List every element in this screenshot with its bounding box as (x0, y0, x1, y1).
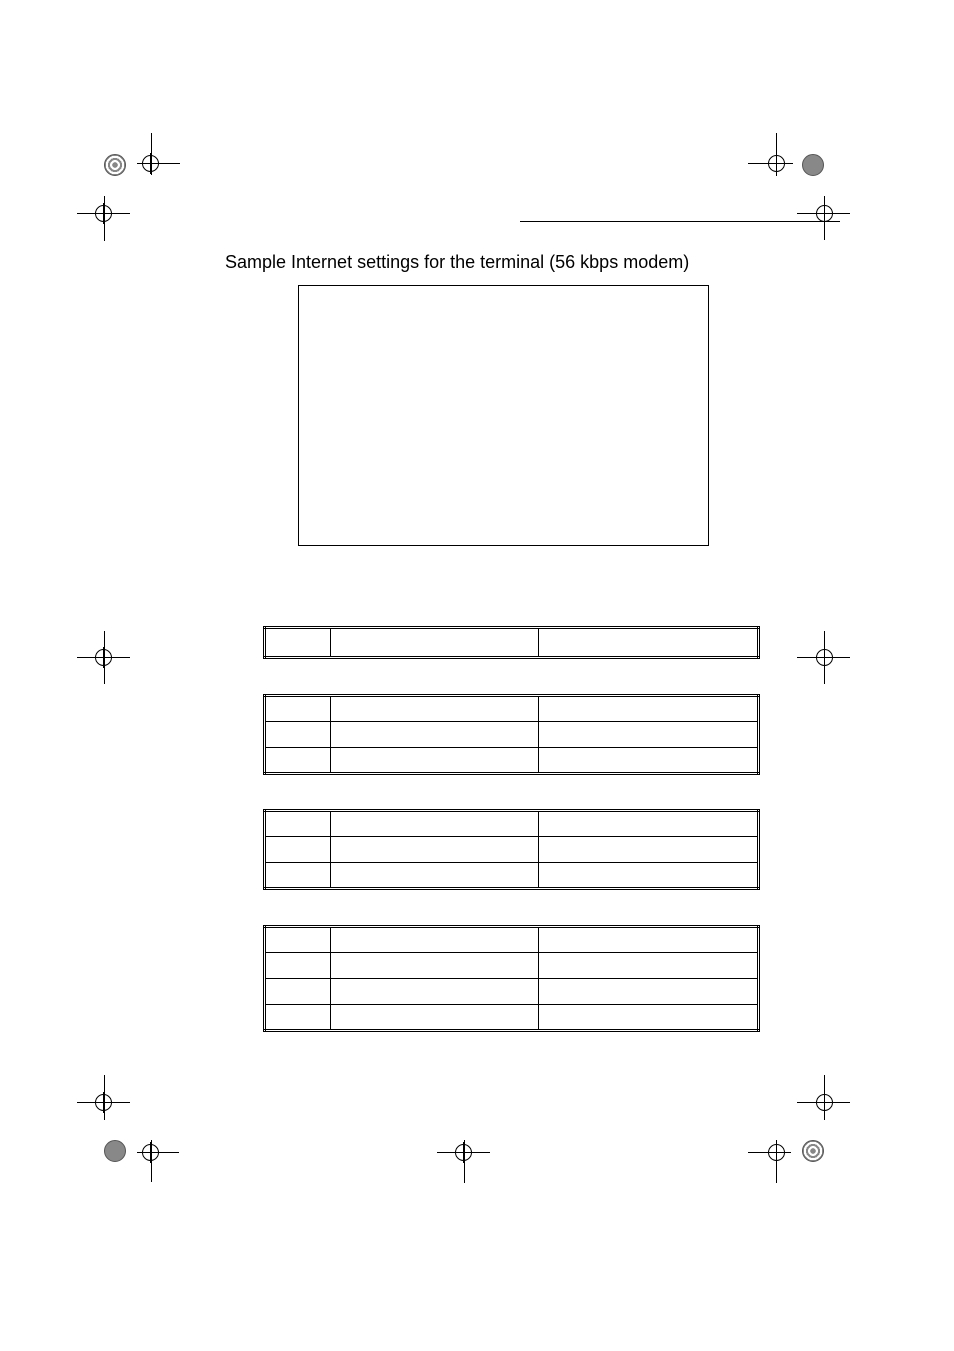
table-cell (331, 927, 539, 953)
settings-screenshot-placeholder (298, 285, 709, 546)
cropmark-target (95, 205, 112, 222)
page-title: Sample Internet settings for the termina… (225, 252, 689, 273)
table-cell (331, 696, 539, 722)
table-cell (331, 863, 539, 889)
table-cell (539, 953, 759, 979)
settings-table-1 (263, 626, 760, 659)
table-cell (265, 927, 331, 953)
table-cell (331, 979, 539, 1005)
table-cell (331, 1005, 539, 1031)
table-cell (265, 1005, 331, 1031)
table-cell (539, 811, 759, 837)
cropmark-target (768, 1144, 785, 1161)
table-cell (331, 748, 539, 774)
table-cell (265, 748, 331, 774)
cropmark-target (95, 649, 112, 666)
cropmark-target (816, 1094, 833, 1111)
table-cell (331, 811, 539, 837)
table-cell (265, 837, 331, 863)
table-cell (265, 979, 331, 1005)
cropmark-circle (104, 1140, 126, 1162)
table-cell (331, 722, 539, 748)
cropmark-target (455, 1144, 472, 1161)
table-cell (539, 1005, 759, 1031)
settings-table-4 (263, 925, 760, 1032)
table-cell (331, 953, 539, 979)
table-cell (539, 927, 759, 953)
settings-table-3 (263, 809, 760, 890)
cropmark-target (95, 1094, 112, 1111)
table-cell (265, 811, 331, 837)
cropmark-circle (802, 1140, 824, 1162)
table-cell (539, 748, 759, 774)
cropmark-circle (104, 154, 126, 176)
table-cell (265, 722, 331, 748)
cropmark-target (816, 205, 833, 222)
cropmark-target (142, 1144, 159, 1161)
table-cell (539, 837, 759, 863)
cropmark-target (768, 155, 785, 172)
table-cell (265, 953, 331, 979)
table-cell (539, 722, 759, 748)
cropmark-target (816, 649, 833, 666)
settings-table-2 (263, 694, 760, 775)
table-cell (331, 837, 539, 863)
table-cell (265, 863, 331, 889)
table-cell (265, 628, 331, 658)
table-cell (539, 696, 759, 722)
table-cell (331, 628, 539, 658)
cropmark-circle (802, 154, 824, 176)
table-cell (265, 696, 331, 722)
table-cell (539, 628, 759, 658)
cropmark-target (142, 155, 159, 172)
table-cell (539, 979, 759, 1005)
table-cell (539, 863, 759, 889)
header-rule (520, 221, 840, 222)
